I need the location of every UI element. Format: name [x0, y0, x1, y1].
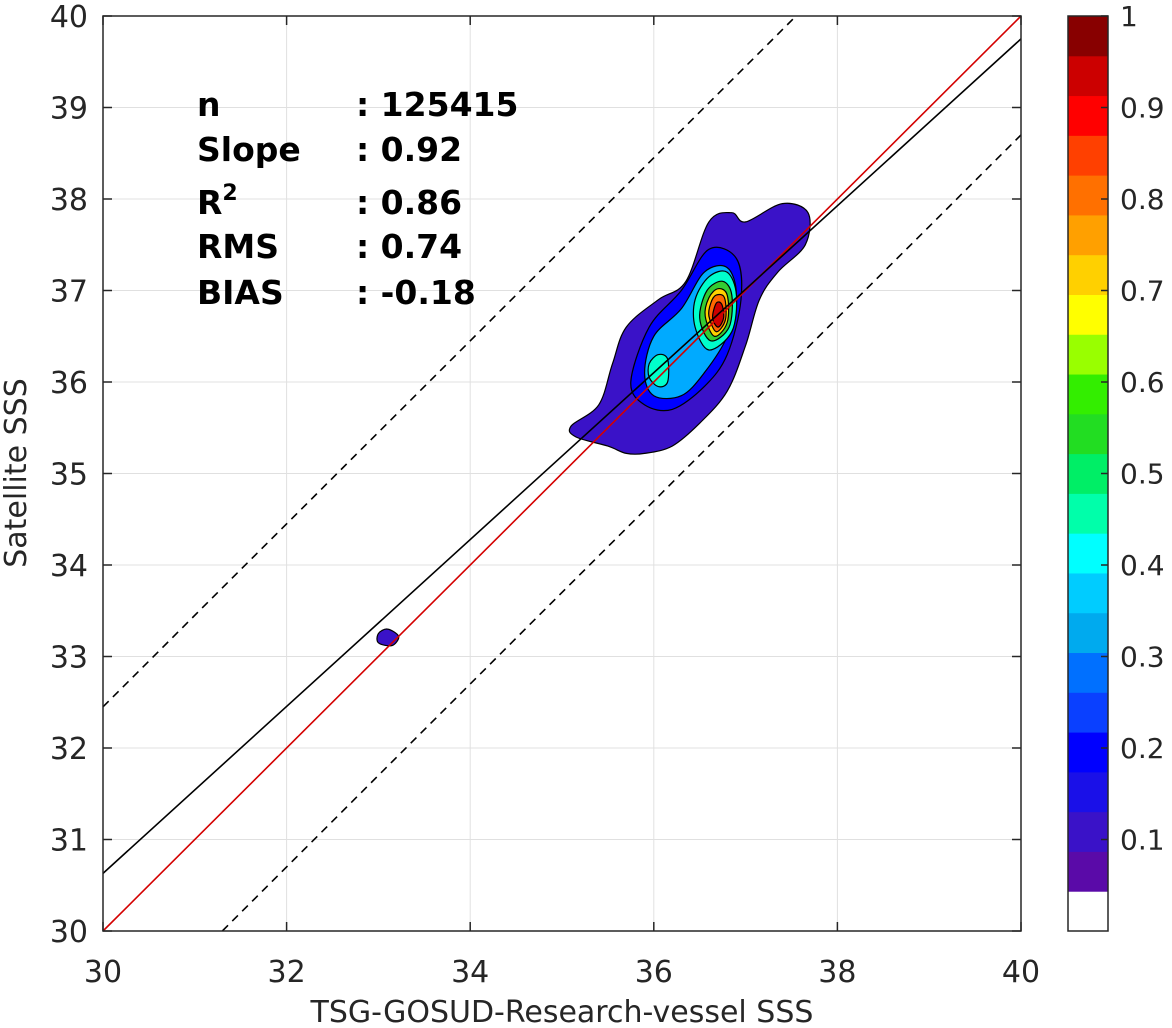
stat-label: R2 — [197, 181, 238, 222]
lower-bound-line — [221, 134, 1022, 932]
colorbar-band — [1068, 254, 1108, 295]
colorbar-band — [1068, 493, 1108, 534]
y-tick-labels: 30 31 32 33 34 35 36 37 38 39 40 — [50, 0, 88, 950]
stat-label: RMS — [197, 227, 279, 266]
colorbar-tick-label: 1 — [1120, 0, 1138, 33]
colorbar-band — [1068, 851, 1108, 892]
colorbar-tick-label: 0.2 — [1120, 732, 1165, 765]
colorbar-band — [1068, 175, 1108, 216]
colorbar-tick-label: 0.9 — [1120, 92, 1165, 125]
colorbar-band — [1068, 16, 1108, 57]
colorbar-tick-label: 0.8 — [1120, 183, 1165, 216]
colorbar-band — [1068, 811, 1108, 852]
x-tick-labels: 30 32 34 36 38 40 — [84, 955, 1040, 990]
colorbar-band — [1068, 891, 1108, 932]
colorbar-band — [1068, 55, 1108, 97]
statistics-box: n : 125415 Slope : 0.92 R2 : 0.86 RMS : 0.74 BIA… — [197, 85, 518, 312]
colorbar-band — [1068, 652, 1108, 693]
colorbar-band — [1068, 374, 1108, 415]
upper-bound-line — [102, 15, 797, 708]
x-tick-label: 38 — [818, 955, 856, 990]
colorbar-band — [1068, 572, 1108, 614]
colorbar-band — [1068, 732, 1108, 773]
y-tick-label: 34 — [50, 549, 88, 584]
stat-value: : 125415 — [356, 85, 518, 124]
colorbar-band — [1068, 413, 1108, 455]
y-tick-label: 39 — [50, 92, 88, 127]
stat-label: BIAS — [197, 273, 284, 312]
colorbar-tick-label: 0.5 — [1120, 458, 1165, 491]
fit-lines — [102, 15, 1022, 932]
stat-label: n — [197, 85, 221, 124]
axis-ticks — [102, 15, 1022, 932]
colorbar-tick-label: 0.3 — [1120, 641, 1165, 674]
x-tick-label: 32 — [268, 955, 306, 990]
colorbar-tick-label: 0.1 — [1120, 824, 1165, 857]
x-tick-label: 36 — [635, 955, 673, 990]
y-tick-label: 32 — [50, 732, 88, 767]
stat-value: : 0.86 — [356, 183, 462, 222]
colorbar-band — [1068, 214, 1108, 256]
colorbar-tick-label: 0.4 — [1120, 549, 1165, 582]
plot-area — [102, 15, 1022, 932]
y-tick-label: 40 — [50, 0, 88, 35]
x-tick-label: 30 — [84, 955, 122, 990]
colorbar-band — [1068, 95, 1108, 136]
colorbar: 0.1 0.2 0.3 0.4 0.5 0.6 0.7 0.8 0.9 1 — [1067, 0, 1165, 932]
colorbar-band — [1068, 135, 1108, 176]
colorbar-band — [1068, 692, 1108, 733]
density-contours — [376, 202, 811, 647]
y-tick-label: 38 — [50, 183, 88, 218]
stat-label: Slope — [197, 130, 301, 169]
identity-line — [102, 15, 1022, 932]
y-tick-label: 31 — [50, 824, 88, 859]
colorbar-band — [1068, 612, 1108, 654]
colorbar-band — [1068, 294, 1108, 335]
stat-value: : 0.92 — [356, 130, 462, 169]
y-tick-label: 36 — [50, 366, 88, 401]
colorbar-band — [1068, 771, 1108, 813]
stat-value: : -0.18 — [356, 273, 476, 312]
x-axis-label: TSG-GOSUD-Research-vessel SSS — [310, 995, 814, 1028]
y-tick-label: 37 — [50, 275, 88, 310]
colorbar-band — [1068, 533, 1108, 574]
stat-value: : 0.74 — [356, 227, 462, 266]
x-tick-label: 34 — [451, 955, 489, 990]
y-tick-label: 30 — [50, 915, 88, 950]
x-tick-label: 40 — [1002, 955, 1040, 990]
colorbar-tick-label: 0.7 — [1120, 275, 1165, 308]
y-tick-label: 33 — [50, 641, 88, 676]
colorbar-band — [1068, 334, 1108, 375]
y-tick-label: 35 — [50, 458, 88, 493]
regression-line — [102, 38, 1022, 874]
colorbar-tick-label: 0.6 — [1120, 366, 1165, 399]
y-axis-label: Satellite SSS — [0, 378, 34, 568]
